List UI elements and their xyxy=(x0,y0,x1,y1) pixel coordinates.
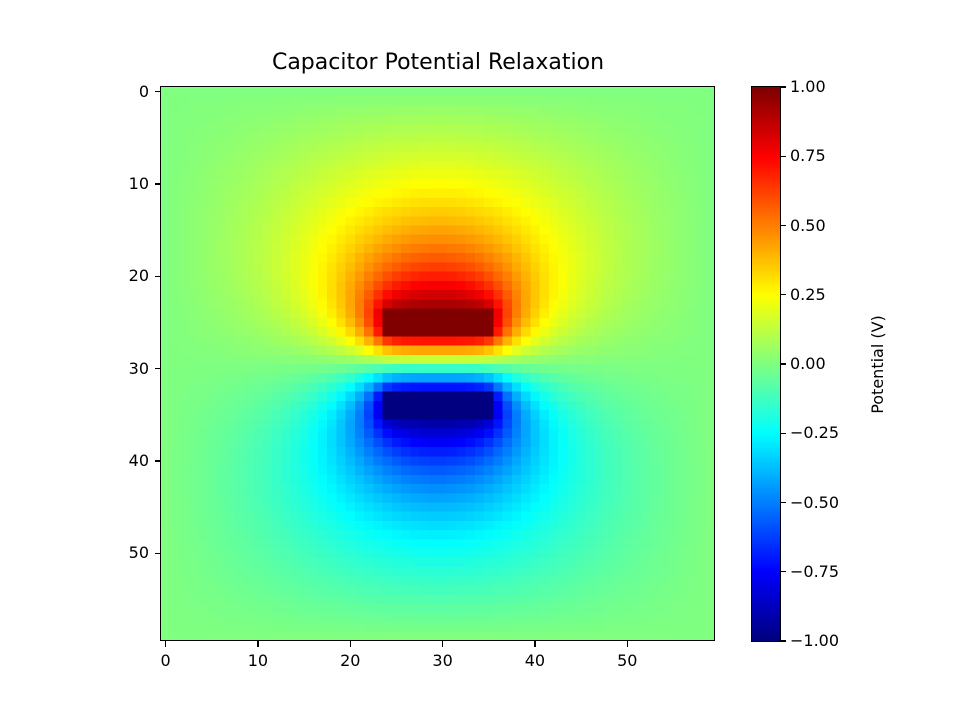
y-tick-label: 20 xyxy=(128,266,149,286)
colorbar-label: Potential (V) xyxy=(867,314,887,414)
colorbar-tick-label: 0.25 xyxy=(790,284,826,304)
colorbar-tick-mark xyxy=(780,224,786,227)
colorbar xyxy=(752,87,780,641)
x-tick-label: 10 xyxy=(247,651,269,670)
colorbar-tick-mark xyxy=(780,363,786,365)
chart-title: Capacitor Potential Relaxation xyxy=(271,50,605,75)
y-tick-label: 0 xyxy=(138,81,149,101)
colorbar-frame xyxy=(751,86,781,642)
x-tick-label: 50 xyxy=(617,651,638,670)
colorbar-tick-mark xyxy=(780,571,786,573)
y-tick-mark xyxy=(155,275,161,277)
colorbar-tick-label: 0.75 xyxy=(790,146,826,166)
y-tick-mark xyxy=(155,552,161,554)
plot-frame xyxy=(160,86,715,641)
x-tick-mark xyxy=(349,641,351,647)
x-tick-label: 30 xyxy=(432,651,453,670)
y-tick-mark xyxy=(155,368,161,370)
colorbar-tick-mark xyxy=(780,86,786,88)
y-tick-label: 50 xyxy=(128,543,149,563)
x-tick-label: 40 xyxy=(524,651,546,670)
x-tick-mark xyxy=(626,641,628,647)
y-tick-label: 30 xyxy=(128,358,149,378)
potential-heatmap xyxy=(161,87,715,641)
x-tick-label: 20 xyxy=(340,651,361,670)
colorbar-tick-label: 1.00 xyxy=(790,77,826,96)
colorbar-tick-label: 0.00 xyxy=(790,354,826,373)
y-tick-mark xyxy=(155,183,161,185)
colorbar-tick-mark xyxy=(780,155,786,157)
x-tick-mark xyxy=(534,641,536,647)
y-tick-mark xyxy=(155,460,161,462)
x-tick-mark xyxy=(257,641,259,647)
x-tick-label: 0 xyxy=(160,651,171,670)
colorbar-tick-mark xyxy=(780,640,786,642)
x-tick-mark xyxy=(165,641,167,647)
colorbar-tick-mark xyxy=(780,432,786,434)
colorbar-tick-label: 0.50 xyxy=(790,215,826,235)
colorbar-tick-label: −0.25 xyxy=(790,423,840,443)
colorbar-tick-mark xyxy=(780,294,786,296)
y-tick-label: 10 xyxy=(128,173,149,193)
colorbar-tick-label: −1.00 xyxy=(790,631,840,650)
y-tick-mark xyxy=(155,91,161,93)
y-tick-label: 40 xyxy=(128,450,149,470)
colorbar-tick-mark xyxy=(780,501,786,504)
colorbar-tick-label: −0.50 xyxy=(790,492,840,512)
x-tick-mark xyxy=(442,641,444,647)
colorbar-tick-label: −0.75 xyxy=(790,561,840,581)
